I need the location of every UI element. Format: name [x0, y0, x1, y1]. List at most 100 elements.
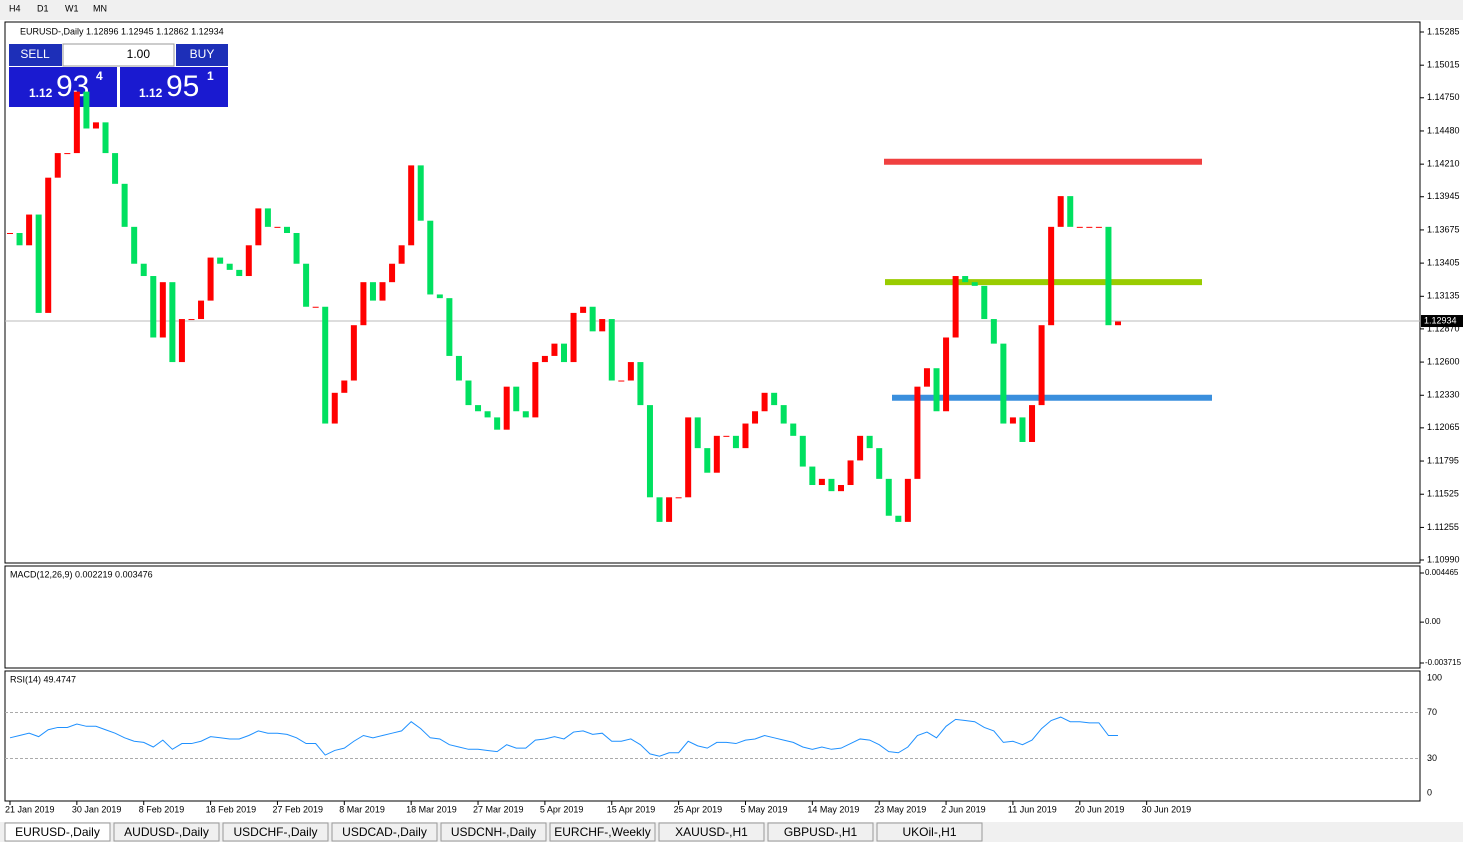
candle-body	[379, 282, 386, 301]
sell-label: SELL	[20, 47, 50, 61]
candle-body	[962, 276, 969, 283]
candle-body	[83, 91, 90, 129]
lot-input[interactable]	[62, 43, 175, 67]
candle-body	[1095, 226, 1102, 228]
sell-price[interactable]	[9, 67, 117, 107]
candle-body	[866, 435, 873, 449]
tab[interactable]	[331, 822, 438, 842]
buy-label: BUY	[190, 47, 215, 61]
y-tick-label: 1.11795	[1427, 455, 1459, 465]
sell-frac: 4	[96, 69, 103, 83]
timeframe-button[interactable]: W1	[65, 3, 79, 13]
y-tick-label: 1.12330	[1427, 390, 1460, 400]
y-tick-label: 30	[1427, 753, 1437, 763]
candle-body	[713, 435, 720, 473]
candle-body	[570, 312, 577, 363]
candle-body	[1076, 226, 1083, 228]
candle-body	[293, 232, 300, 264]
y-tick-label: 0.004465	[1425, 568, 1459, 577]
tab[interactable]	[549, 822, 656, 842]
candle-body	[73, 91, 80, 154]
candle-body	[436, 294, 443, 299]
x-tick-label: 27 Mar 2019	[473, 804, 524, 814]
candle-body	[465, 380, 472, 406]
buy-frac: 1	[207, 69, 214, 83]
candle-body	[608, 319, 615, 381]
candle-body	[541, 355, 548, 363]
candle-body	[522, 411, 529, 418]
candle-body	[637, 362, 644, 406]
candle-body	[341, 380, 348, 393]
tab[interactable]	[222, 822, 329, 842]
candle-body	[284, 226, 290, 233]
candle-body	[532, 362, 539, 418]
timeframe-button[interactable]: MN	[93, 3, 107, 13]
candle-body	[847, 460, 854, 486]
tab-label: AUDUSD-,Daily	[124, 825, 209, 839]
candle-body	[26, 214, 33, 246]
buy-button[interactable]	[176, 44, 228, 66]
candle-body	[1029, 405, 1036, 442]
x-tick-label: 20 Jun 2019	[1075, 804, 1125, 814]
candle-body	[455, 355, 462, 381]
candle-body	[159, 282, 166, 338]
tab[interactable]	[767, 822, 874, 842]
candle-body	[589, 306, 596, 332]
candle-body	[484, 411, 491, 418]
tab[interactable]	[876, 822, 983, 842]
candle-body	[742, 423, 749, 449]
sell-button[interactable]	[9, 44, 62, 66]
candle-body	[264, 208, 271, 227]
candle-body	[236, 269, 243, 277]
buy-big: 1.12	[139, 86, 163, 100]
candle-body	[599, 319, 606, 332]
candle-body	[188, 319, 195, 321]
candle-body	[169, 282, 176, 363]
x-tick-label: 25 Apr 2019	[674, 804, 723, 814]
timeframe-button[interactable]: D1	[37, 3, 49, 13]
tab[interactable]	[4, 822, 111, 842]
candle-body	[64, 153, 71, 155]
candle-body	[446, 298, 453, 356]
tab-label: USDCHF-,Daily	[234, 825, 318, 839]
timeframe-button[interactable]: H4	[9, 3, 21, 13]
tab-label: USDCNH-,Daily	[451, 825, 536, 839]
candle-body	[904, 478, 911, 522]
candle-body	[618, 380, 625, 382]
tab-label: UKOil-,H1	[902, 825, 956, 839]
candle-body	[580, 306, 587, 313]
candle-body	[369, 282, 376, 301]
candle-body	[150, 276, 157, 338]
buy-price[interactable]	[120, 67, 228, 107]
candle-body	[933, 368, 940, 412]
candle-body	[303, 263, 310, 307]
price-tag	[1421, 315, 1463, 328]
y-tick-label: 1.14750	[1427, 92, 1460, 102]
tab-label: USDCAD-,Daily	[342, 825, 427, 839]
tab[interactable]	[658, 822, 765, 842]
tab[interactable]	[113, 822, 220, 842]
tab-label: XAUUSD-,H1	[675, 825, 748, 839]
y-tick-label: 1.14210	[1427, 159, 1460, 169]
y-tick-label: 1.13135	[1427, 291, 1460, 301]
x-tick-label: 18 Feb 2019	[206, 804, 257, 814]
y-tick-label: 1.11525	[1427, 489, 1459, 499]
candle-body	[1067, 196, 1074, 227]
candle-body	[7, 232, 13, 234]
candle-body	[1048, 226, 1055, 326]
candle-body	[92, 122, 99, 129]
candle-body	[1009, 417, 1016, 424]
macd-panel	[4, 565, 1421, 669]
candle-body	[112, 153, 119, 184]
candle-body	[857, 435, 864, 461]
candle-body	[207, 257, 214, 301]
candle-body	[809, 466, 816, 486]
candle-body	[828, 478, 835, 492]
candle-body	[981, 285, 988, 320]
candle-body	[245, 245, 252, 277]
tab[interactable]	[440, 822, 547, 842]
candle-body	[178, 319, 185, 363]
y-tick-label: 70	[1427, 707, 1437, 717]
